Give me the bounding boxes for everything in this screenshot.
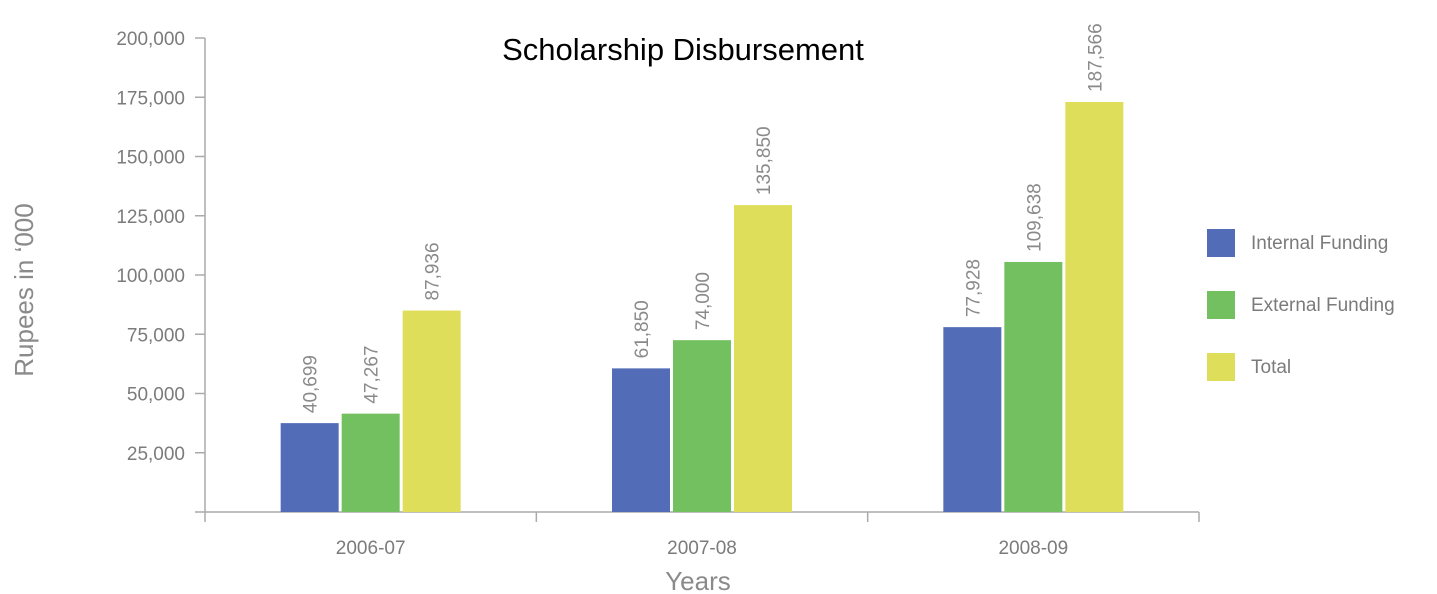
legend-label: Total xyxy=(1251,357,1291,378)
bar-internal-funding-2006-07 xyxy=(280,423,339,512)
data-label: 47,267 xyxy=(362,346,383,404)
data-label: 77,928 xyxy=(963,259,984,317)
legend-swatch xyxy=(1207,291,1235,319)
x-tick-label: 2007-08 xyxy=(667,538,737,559)
y-axis-ticks: 25,000 50,000 75,000 100,000 125,000 150,000 1… xyxy=(116,29,205,465)
legend-label: External Funding xyxy=(1251,295,1395,316)
bar-internal-funding-2007-08 xyxy=(612,368,670,512)
data-labels-group: 40,699 47,267 87,936 61,850 74,000 135,850 77,… xyxy=(301,23,1107,413)
y-tick-label: 100,000 xyxy=(116,266,185,287)
bar-external-funding-2007-08 xyxy=(673,340,731,512)
data-label: 135,850 xyxy=(754,126,775,195)
data-label: 61,850 xyxy=(632,300,653,358)
bar-total-2008-09 xyxy=(1065,101,1124,513)
x-tick-label: 2006-07 xyxy=(336,538,406,559)
bars-group xyxy=(280,101,1124,513)
legend: Internal Funding External Funding Total xyxy=(1207,229,1395,381)
y-tick-label: 125,000 xyxy=(116,207,185,228)
y-tick-label: 25,000 xyxy=(127,444,185,465)
y-tick-label: 50,000 xyxy=(127,385,185,406)
legend-swatch xyxy=(1207,229,1235,257)
legend-swatch xyxy=(1207,353,1235,381)
chart-title: Scholarship Disbursement xyxy=(502,32,864,67)
legend-label: Internal Funding xyxy=(1251,233,1388,254)
y-tick-label: 150,000 xyxy=(116,148,185,169)
bar-external-funding-2008-09 xyxy=(1004,261,1063,512)
data-label: 187,566 xyxy=(1085,23,1106,92)
bar-internal-funding-2008-09 xyxy=(943,327,1002,512)
x-axis-ticks: 2006-07 2007-08 2008-09 xyxy=(204,512,1200,559)
bar-external-funding-2006-07 xyxy=(341,413,400,512)
data-label: 74,000 xyxy=(693,272,714,330)
data-label: 87,936 xyxy=(423,242,444,300)
data-label: 40,699 xyxy=(301,355,322,413)
x-tick-label: 2008-09 xyxy=(998,538,1068,559)
bar-total-2007-08 xyxy=(734,205,792,512)
data-label: 109,638 xyxy=(1024,183,1045,252)
y-tick-label: 200,000 xyxy=(116,29,185,50)
x-axis-title: Years xyxy=(665,566,731,594)
y-axis-title: Rupees in ‘000 xyxy=(9,203,39,376)
y-tick-label: 75,000 xyxy=(127,325,185,346)
y-tick-label: 175,000 xyxy=(116,88,185,109)
bar-total-2006-07 xyxy=(402,310,461,512)
